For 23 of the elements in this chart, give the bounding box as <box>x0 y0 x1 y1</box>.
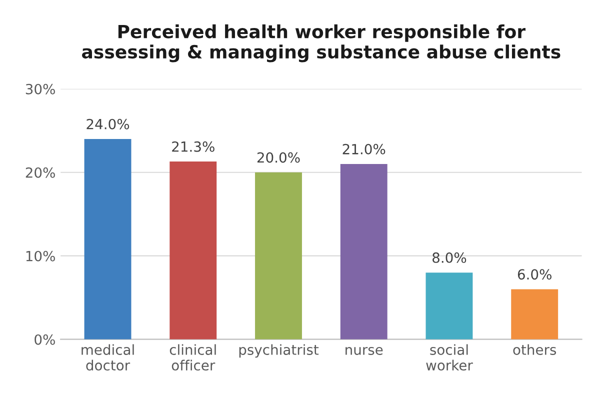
x-tick-label: nurse <box>346 346 383 355</box>
bar <box>170 162 217 340</box>
bar <box>84 138 132 340</box>
x-tick-label: others <box>513 344 556 355</box>
data-label: 21.3% <box>172 141 214 152</box>
bar <box>426 272 473 340</box>
bar <box>340 164 388 340</box>
bar <box>511 289 558 340</box>
data-label: 8.0% <box>432 252 466 263</box>
bar <box>255 172 302 340</box>
y-tick-label: 30% <box>26 84 55 94</box>
x-tick-label: clinical officer <box>170 344 216 371</box>
y-tick-label: 10% <box>26 250 55 262</box>
x-tick-label: psychiatrist <box>239 344 319 358</box>
chart-title: Perceived health worker responsible for assessing & managing substance abuse clients <box>82 24 560 62</box>
y-tick-label: 20% <box>26 167 55 178</box>
x-tick-label: social worker <box>426 344 473 371</box>
data-label: 21.0% <box>342 144 386 154</box>
data-label: 24.0% <box>86 118 130 130</box>
data-label: 20.0% <box>257 152 300 163</box>
data-label: 6.0% <box>518 269 552 280</box>
y-tick-label: 0% <box>34 334 55 345</box>
x-tick-label: medical doctor <box>82 344 134 371</box>
